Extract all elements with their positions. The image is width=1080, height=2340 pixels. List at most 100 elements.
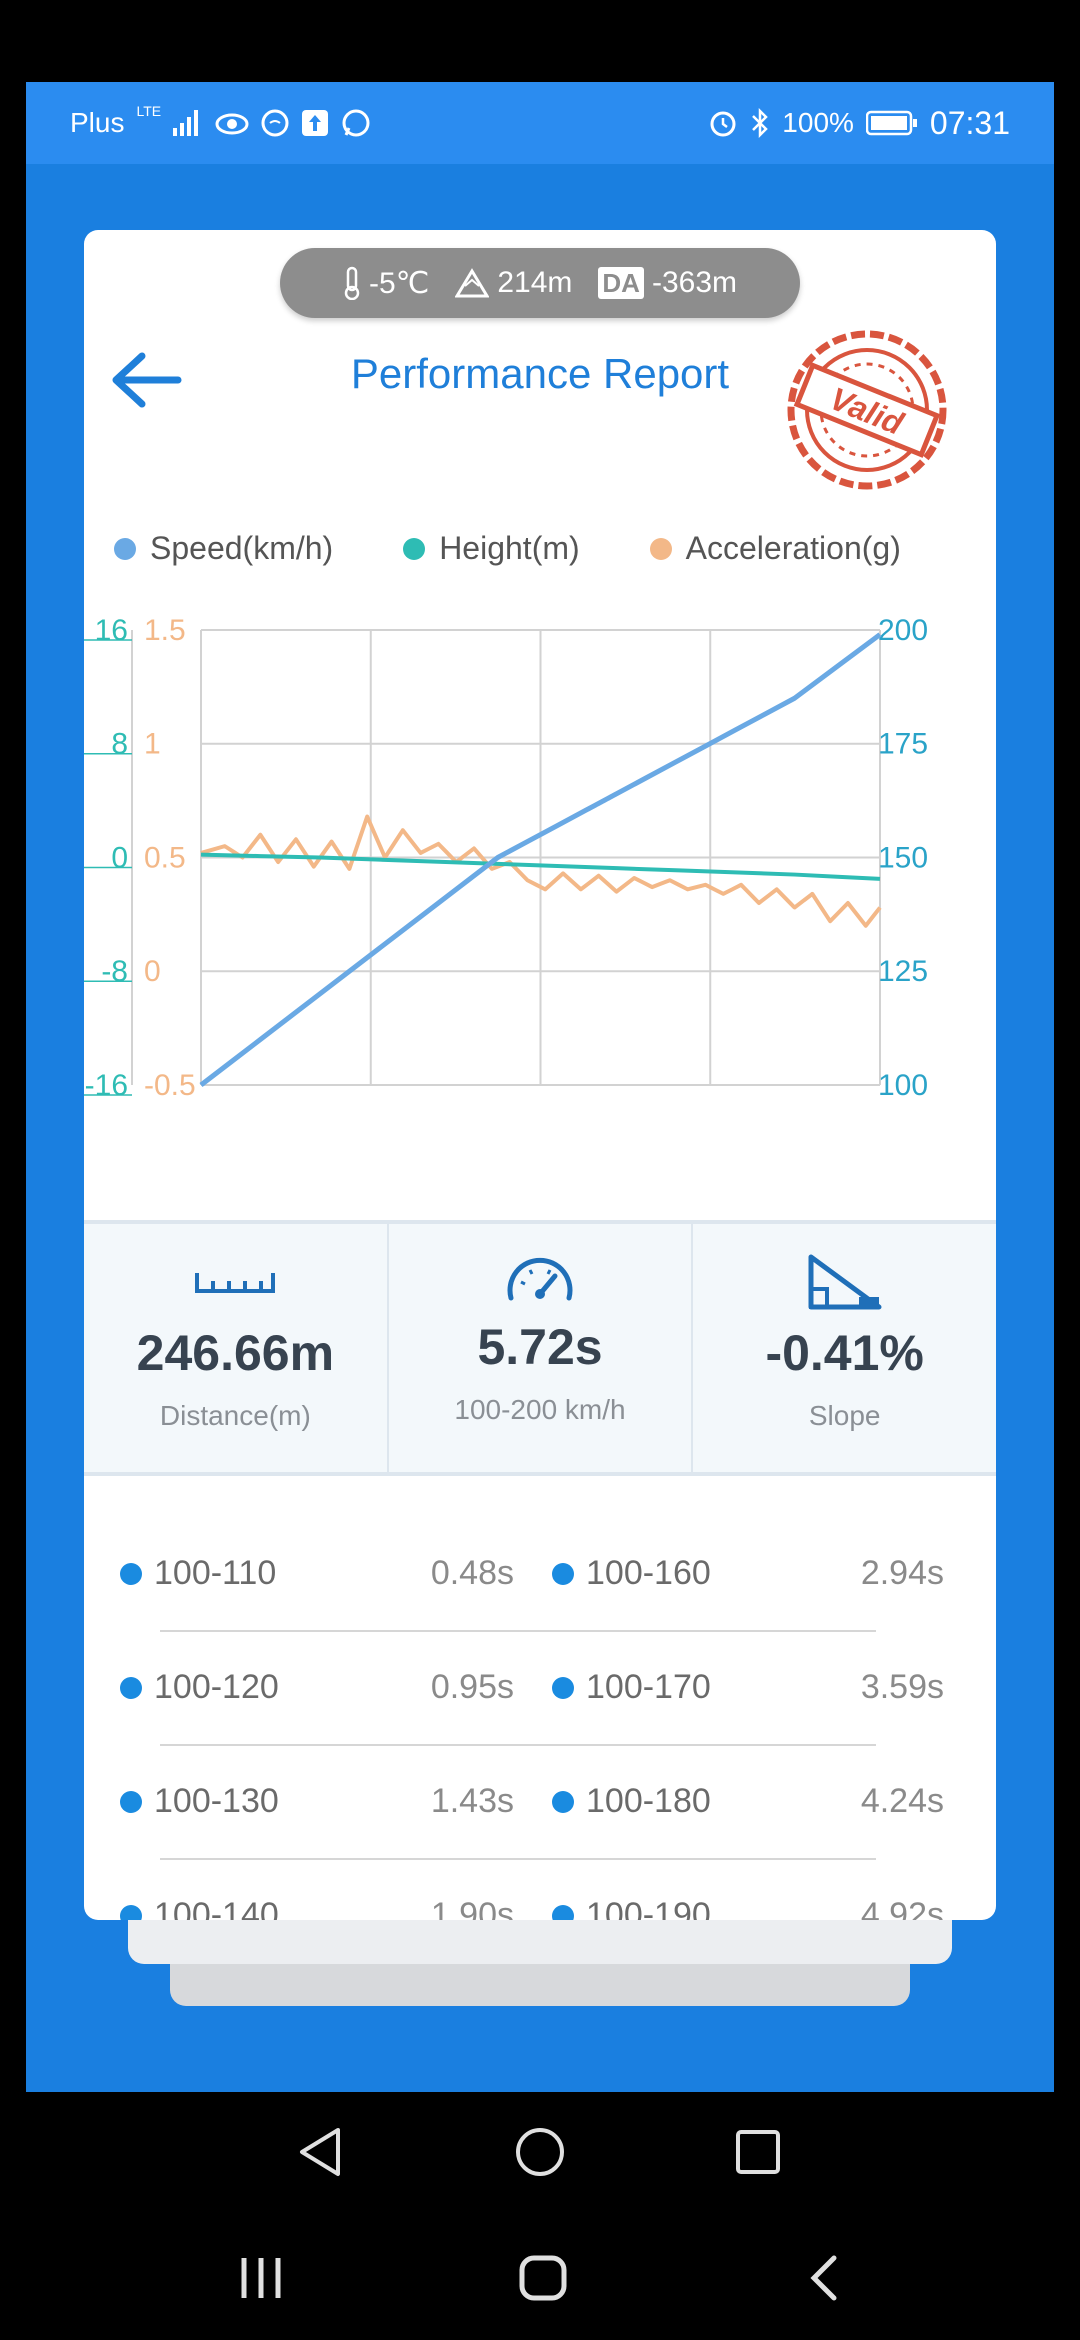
split-dot [552, 1904, 574, 1920]
legend-label-height: Height(m) [439, 530, 580, 566]
split-range: 100-130 [154, 1782, 279, 1820]
split-range: 100-190 [586, 1896, 711, 1920]
home-icon[interactable] [518, 2254, 568, 2302]
split-item-right: 100-190 [552, 1896, 711, 1920]
legend-item-speed: Speed(km/h) [114, 530, 333, 567]
performance-chart: 16 8 0 -8 -16 1.5 1 0.5 0 -0.5 200 175 150 125 100 [84, 614, 928, 1102]
legend-dot-speed [114, 537, 136, 560]
split-item-left: 100-120 [120, 1668, 279, 1707]
status-bar: Plus LTE 100% 07:31 [26, 82, 1054, 164]
legend-item-height: Height(m) [403, 530, 580, 567]
split-row: 100-120 0.95s 100-170 3.59s [84, 1632, 996, 1746]
valid-stamp: Valid [787, 330, 947, 490]
split-time: 1.90s [430, 1896, 514, 1920]
split-dot [120, 1676, 142, 1699]
split-item-left: 100-140 [120, 1896, 279, 1920]
notification-icon [261, 109, 289, 137]
acceleration-tick-label: 0.5 [144, 841, 186, 874]
split-range: 100-170 [586, 1668, 711, 1706]
time-label: 100-200 km/h [454, 1394, 626, 1425]
height-tick-label: -8 [101, 955, 128, 988]
home-circle-icon[interactable] [514, 2126, 566, 2178]
split-item-right: 100-160 [552, 1554, 711, 1593]
stats-panel: 246.66m Distance(m) 5.72s 100-200 km/h -… [84, 1220, 996, 1476]
stat-time: 5.72s 100-200 km/h [389, 1224, 694, 1472]
thermometer-icon [344, 266, 360, 300]
legend-dot-height [403, 537, 426, 560]
whatsapp-icon [342, 109, 370, 137]
chart-legend: Speed(km/h) Height(m) Acceleration(g) [114, 530, 996, 567]
alarm-icon [710, 111, 736, 137]
back-button[interactable] [100, 340, 190, 420]
split-range: 100-140 [154, 1896, 279, 1920]
height-tick-label: 8 [111, 728, 128, 761]
height-series-line [200, 852, 881, 881]
acceleration-tick-label: -0.5 [144, 1069, 196, 1102]
temperature-item: -5℃ [343, 266, 429, 301]
legend-label-acceleration: Acceleration(g) [685, 530, 901, 566]
speed-tick-label: 125 [878, 955, 928, 988]
chevron-back-icon[interactable] [808, 2254, 838, 2302]
temperature-value: -5℃ [368, 266, 430, 300]
split-dot [120, 1904, 142, 1920]
speed-series-line [199, 632, 882, 1087]
time-value: 5.72s [477, 1319, 603, 1375]
split-dot [120, 1562, 142, 1585]
split-item-right: 100-180 [552, 1782, 711, 1821]
legend-label-speed: Speed(km/h) [150, 530, 334, 566]
recents-square-icon[interactable] [734, 2128, 782, 2176]
split-item-right: 100-170 [552, 1668, 711, 1707]
split-item-left: 100-130 [120, 1782, 279, 1821]
acceleration-tick-label: 1 [144, 728, 161, 761]
da-badge: DA [598, 267, 644, 299]
back-arrow-icon [112, 352, 182, 408]
split-time: 4.24s [860, 1782, 944, 1820]
slope-icon [808, 1254, 882, 1310]
clock: 07:31 [929, 104, 1010, 141]
page-title: Performance Report [350, 350, 730, 397]
split-times-list: 100-110 0.48s 100-160 2.94s 100-120 0.95… [84, 1518, 996, 1920]
distance-label: Distance(m) [159, 1400, 311, 1431]
battery-level: 100% [782, 107, 854, 138]
legend-item-acceleration: Acceleration(g) [649, 530, 901, 567]
split-time: 3.59s [860, 1668, 944, 1706]
network-label: LTE [136, 103, 162, 119]
height-tick-label: -16 [85, 1069, 128, 1102]
height-tick-label: 0 [111, 841, 128, 874]
stat-distance: 246.66m Distance(m) [84, 1224, 389, 1472]
split-dot [552, 1562, 574, 1585]
ruler-icon [195, 1273, 276, 1293]
split-item-left: 100-110 [120, 1554, 276, 1593]
battery-icon [865, 110, 917, 136]
altitude-item: 214m [455, 266, 572, 300]
split-dot [552, 1676, 574, 1699]
split-dot [120, 1790, 142, 1813]
system-nav-bar [0, 2092, 1080, 2340]
split-row: 100-130 1.43s 100-180 4.24s [84, 1746, 996, 1860]
back-triangle-icon[interactable] [296, 2126, 344, 2178]
speed-tick-label: 150 [878, 841, 928, 874]
acceleration-tick-label: 1.5 [144, 614, 186, 647]
split-range: 100-180 [586, 1782, 711, 1820]
distance-value: 246.66m [136, 1325, 335, 1381]
mountain-icon [455, 268, 490, 298]
upload-icon [302, 110, 329, 136]
legend-dot-acceleration [649, 537, 672, 560]
altitude-value: 214m [497, 266, 573, 299]
split-time: 1.43s [430, 1782, 514, 1820]
stat-slope: -0.41% Slope [693, 1224, 996, 1472]
density-altitude-value: -363m [651, 266, 738, 299]
recent-apps-icon[interactable] [238, 2256, 284, 2300]
speed-tick-label: 100 [878, 1069, 928, 1102]
acceleration-series-line [200, 814, 882, 928]
density-altitude-item: DA -363m [598, 266, 737, 300]
environment-pill: -5℃ 214m DA -363m [280, 248, 800, 318]
split-time: 2.94s [860, 1554, 944, 1592]
split-dot [552, 1790, 574, 1813]
split-time: 0.95s [430, 1668, 514, 1706]
split-range: 100-120 [154, 1668, 279, 1706]
split-time: 4.92s [860, 1896, 944, 1920]
report-card: -5℃ 214m DA -363m Performance Report Val… [84, 230, 996, 1920]
carrier-label: Plus [70, 107, 125, 138]
eye-icon [215, 113, 249, 135]
